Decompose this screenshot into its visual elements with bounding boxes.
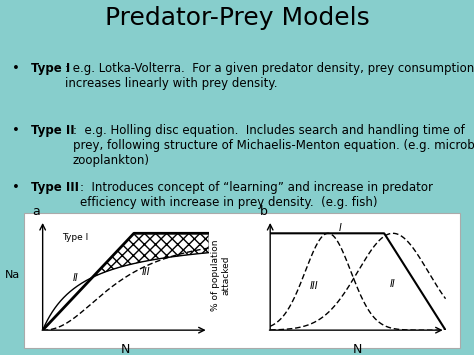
Text: II: II — [73, 273, 78, 283]
Text: a: a — [33, 205, 40, 218]
Text: II: II — [390, 279, 396, 289]
Text: Type I: Type I — [31, 62, 70, 75]
Text: N: N — [121, 343, 130, 355]
Text: III: III — [142, 267, 151, 277]
Text: Type I: Type I — [63, 233, 89, 242]
Text: •: • — [12, 62, 20, 75]
Text: Type III: Type III — [31, 181, 79, 194]
Text: I: I — [339, 223, 342, 233]
Text: Na: Na — [5, 270, 20, 280]
Text: :  Introduces concept of “learning” and increase in predator
efficiency with inc: : Introduces concept of “learning” and i… — [80, 181, 433, 209]
Text: Predator-Prey Models: Predator-Prey Models — [105, 6, 369, 30]
Text: b: b — [260, 205, 267, 218]
Text: •: • — [12, 124, 20, 137]
Text: III: III — [310, 281, 319, 291]
Text: •: • — [12, 181, 20, 194]
Text: % of population
attacked: % of population attacked — [211, 239, 231, 311]
Text: :  e.g. Holling disc equation.  Includes search and handling time of
prey, follo: : e.g. Holling disc equation. Includes s… — [73, 124, 474, 166]
Text: : e.g. Lotka-Volterra.  For a given predator density, prey consumption
increases: : e.g. Lotka-Volterra. For a given preda… — [65, 62, 474, 90]
Text: Type II: Type II — [31, 124, 74, 137]
Text: N: N — [353, 343, 363, 355]
